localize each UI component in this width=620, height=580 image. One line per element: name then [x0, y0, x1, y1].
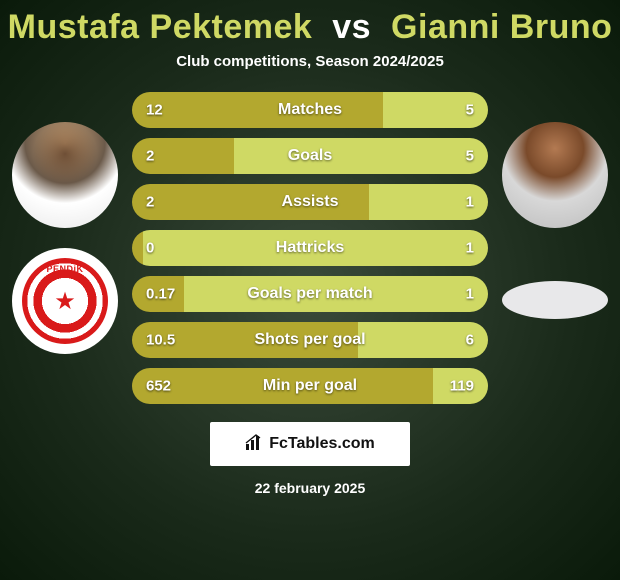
stat-value-right: 5	[466, 102, 474, 119]
stat-value-right: 5	[466, 148, 474, 165]
stat-label: Min per goal	[263, 377, 357, 395]
stat-value-left: 2	[146, 194, 154, 211]
stat-label: Assists	[282, 193, 339, 211]
player1-avatar	[12, 122, 118, 228]
vs-label: vs	[332, 8, 371, 46]
player2-name: Gianni Bruno	[391, 8, 612, 46]
stat-value-left: 10.5	[146, 332, 175, 349]
subtitle: Club competitions, Season 2024/2025	[0, 53, 620, 70]
stat-row: 0 1 Hattricks	[132, 230, 488, 266]
player2-avatar	[502, 122, 608, 228]
left-avatars: PENDiK ★	[12, 122, 118, 354]
player2-club-logo-placeholder	[502, 281, 608, 319]
stat-value-left: 12	[146, 102, 163, 119]
stat-value-right: 1	[466, 194, 474, 211]
stat-bar-left	[132, 230, 143, 266]
stat-value-left: 0.17	[146, 286, 175, 303]
stat-value-right: 119	[450, 378, 474, 395]
date-label: 22 february 2025	[0, 480, 620, 496]
player1-club-logo: PENDiK ★	[12, 248, 118, 354]
stat-row: 0.17 1 Goals per match	[132, 276, 488, 312]
star-icon: ★	[54, 287, 76, 316]
stat-value-left: 2	[146, 148, 154, 165]
site-logo[interactable]: FcTables.com	[210, 422, 410, 466]
stat-row: 2 5 Goals	[132, 138, 488, 174]
club-logo-text: PENDiK	[46, 264, 83, 274]
stat-value-right: 1	[466, 240, 474, 257]
stat-value-right: 1	[466, 286, 474, 303]
stats-bars: 12 5 Matches 2 5 Goals 2 1 Assists 0 1 Hattricks 0.1…	[132, 92, 488, 404]
stat-row: 12 5 Matches	[132, 92, 488, 128]
right-avatars	[502, 122, 608, 319]
stat-bar-right	[234, 138, 488, 174]
content-wrapper: Mustafa Pektemek vs Gianni Bruno Club co…	[0, 0, 620, 580]
stat-label: Goals per match	[247, 285, 372, 303]
stat-label: Hattricks	[276, 239, 344, 257]
stat-row: 2 1 Assists	[132, 184, 488, 220]
stat-row: 10.5 6 Shots per goal	[132, 322, 488, 358]
stat-value-left: 652	[146, 378, 171, 395]
stat-value-right: 6	[466, 332, 474, 349]
chart-icon	[245, 433, 263, 455]
comparison-title: Mustafa Pektemek vs Gianni Bruno	[0, 8, 620, 47]
stat-bar-left	[132, 92, 383, 128]
stat-label: Goals	[288, 147, 332, 165]
stat-label: Shots per goal	[254, 331, 365, 349]
stat-label: Matches	[278, 101, 342, 119]
player1-name: Mustafa Pektemek	[8, 8, 313, 46]
site-name: FcTables.com	[269, 435, 375, 453]
stat-value-left: 0	[146, 240, 154, 257]
stat-row: 652 119 Min per goal	[132, 368, 488, 404]
